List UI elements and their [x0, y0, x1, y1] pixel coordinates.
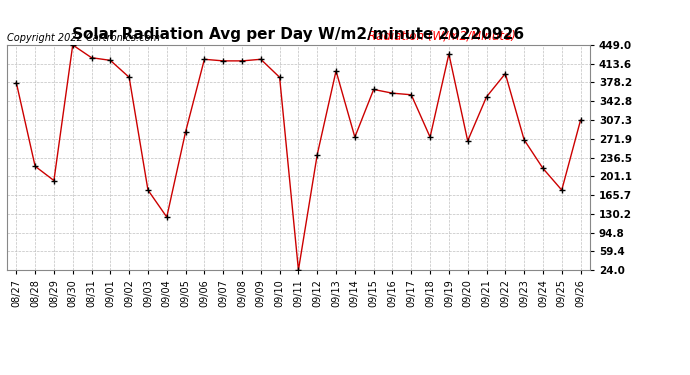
Title: Solar Radiation Avg per Day W/m2/minute 20220926: Solar Radiation Avg per Day W/m2/minute … — [72, 27, 524, 42]
Text: Radiation (W/m2/Minute): Radiation (W/m2/Minute) — [368, 30, 516, 43]
Text: Copyright 2022 Cartronics.com: Copyright 2022 Cartronics.com — [7, 33, 160, 43]
